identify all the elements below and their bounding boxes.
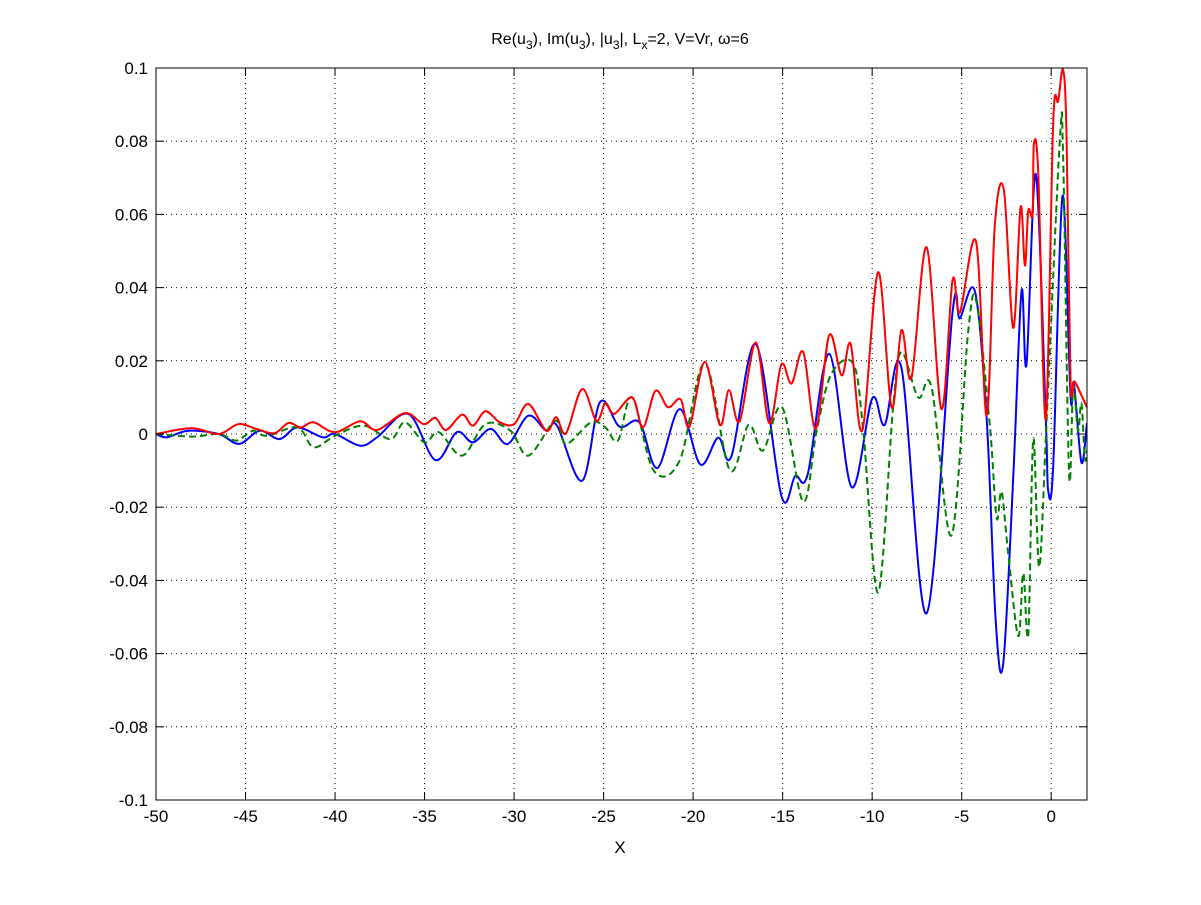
series-line-2 — [156, 68, 1087, 436]
grid — [156, 68, 1087, 800]
x-tick-label: -50 — [144, 807, 169, 826]
y-tick-label: 0.02 — [115, 352, 148, 371]
x-tick-label: -15 — [770, 807, 795, 826]
x-tick-label: -30 — [502, 807, 527, 826]
ticks — [155, 67, 1087, 801]
y-tick-label: -0.1 — [119, 791, 148, 810]
y-tick-label: 0.08 — [115, 132, 148, 151]
series-lines — [156, 68, 1087, 674]
x-tick-label: -25 — [591, 807, 616, 826]
y-tick-label: 0.06 — [115, 205, 148, 224]
y-tick-label: 0.1 — [124, 59, 148, 78]
x-tick-label: -10 — [860, 807, 885, 826]
x-tick-label: -20 — [681, 807, 706, 826]
x-tick-label: 0 — [1046, 807, 1055, 826]
x-tick-label: -45 — [233, 807, 258, 826]
x-axis-label: X — [614, 838, 625, 857]
y-tick-labels: -0.1 -0.08 -0.06 -0.04 -0.02 0 0.02 0.04 0.06 0.0… — [109, 59, 148, 810]
y-tick-label: -0.08 — [109, 718, 148, 737]
y-tick-label: 0.04 — [115, 279, 148, 298]
y-tick-label: -0.06 — [109, 645, 148, 664]
y-tick-label: 0 — [139, 425, 148, 444]
x-tick-label: -35 — [412, 807, 437, 826]
y-tick-label: -0.02 — [109, 498, 148, 517]
x-tick-label: -5 — [954, 807, 969, 826]
x-tick-label: -40 — [323, 807, 348, 826]
chart-title: Re(u3), Im(u3), |u3|, Lx=2, V=Vr, ω=6 — [491, 31, 749, 52]
x-tick-labels: -50 -45 -40 -35 -30 -25 -20 -15 -10 -5 0 — [144, 807, 1056, 826]
y-tick-label: -0.04 — [109, 571, 148, 590]
